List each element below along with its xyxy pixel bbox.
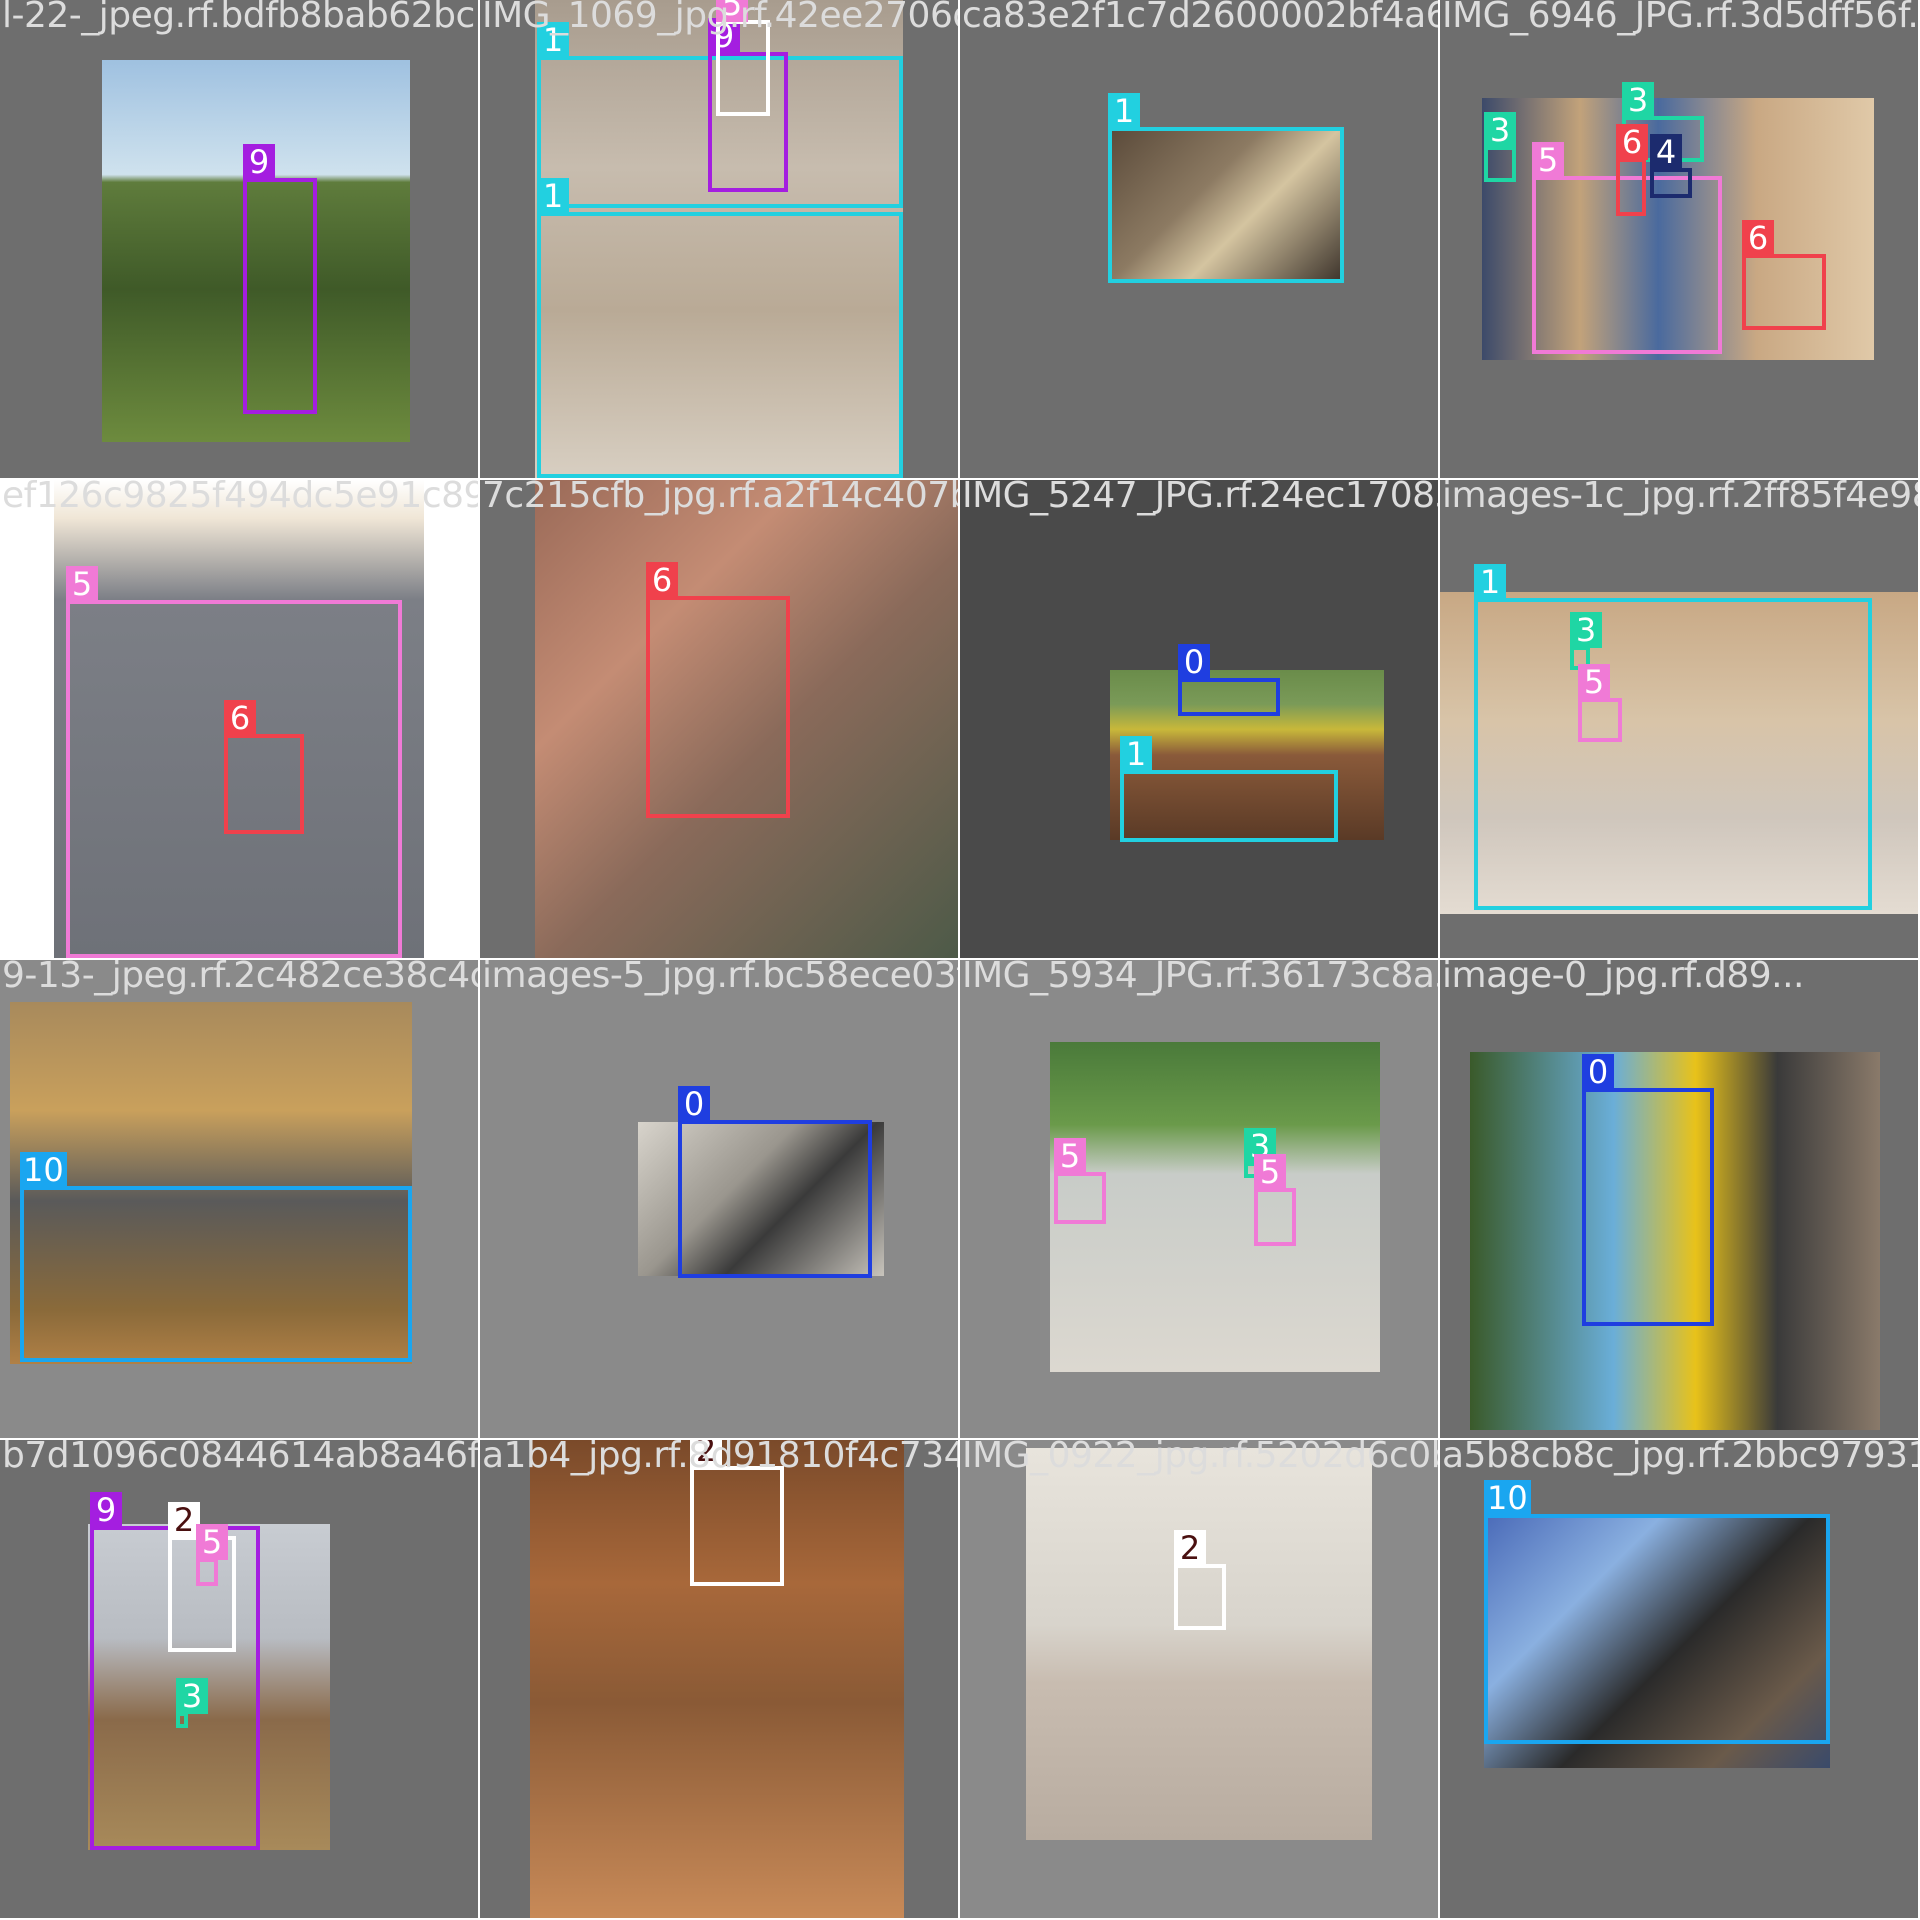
detection-box: 5 bbox=[196, 1558, 218, 1586]
filename: IMG_5247_JPG.rf.24ec17083e6a9461... bbox=[962, 480, 1438, 518]
filename: images-1c_jpg.rf.2ff85f4e98... bbox=[1442, 480, 1918, 518]
detection-box: 6 bbox=[646, 596, 790, 818]
detection-box: 0 bbox=[1582, 1088, 1714, 1326]
box-label: 5 bbox=[1054, 1138, 1086, 1174]
tile-12: image-0_jpg.rf.d89... 0 bbox=[1440, 960, 1918, 1438]
tile-13: b7d1096c0844614ab8a46f5a9742ad4f_jpg... … bbox=[0, 1440, 478, 1918]
tile-4: IMG_6946_JPG.rf.3d5dff56f... 3 3 5 6 4 6 bbox=[1440, 0, 1918, 478]
box-label: 3 bbox=[1484, 112, 1516, 148]
detection-box: 1 bbox=[1108, 127, 1344, 283]
detection-box: 1 bbox=[537, 212, 903, 478]
detection-box: 10 bbox=[1484, 1514, 1830, 1744]
tile-3: ca83e2f1c7d2600002bf4a68d3769460_jpg... … bbox=[960, 0, 1438, 478]
detection-box: 1 bbox=[1120, 770, 1338, 842]
detection-box: 0 bbox=[1178, 678, 1280, 716]
detection-box: 2 bbox=[1174, 1564, 1226, 1630]
tile-8: images-1c_jpg.rf.2ff85f4e98... 1 3 5 bbox=[1440, 480, 1918, 958]
tile-10: images-5_jpg.rf.bc58ece03f2359... 0 bbox=[480, 960, 958, 1438]
box-label: 5 bbox=[66, 566, 98, 602]
filename: a5b8cb8c_jpg.rf.2bbc979311310f7... bbox=[1442, 1440, 1918, 1478]
tile-15: IMG_0922_jpg.rf.5202d6c0b88d482... 2 bbox=[960, 1440, 1438, 1918]
box-label: 3 bbox=[176, 1678, 208, 1714]
box-label: 6 bbox=[646, 562, 678, 598]
filename: ef126c9825f494dc5e91c897e2b5645.rf.a1... bbox=[2, 480, 478, 518]
box-label: 0 bbox=[678, 1086, 710, 1122]
box-label: 6 bbox=[1616, 124, 1648, 160]
box-label: 6 bbox=[224, 700, 256, 736]
box-label: 3 bbox=[1570, 612, 1602, 648]
box-label: 9 bbox=[90, 1492, 122, 1528]
detection-box: 6 bbox=[224, 734, 304, 834]
tile-14: a1b4_jpg.rf.8d91810f4c7343b3d2... 2 bbox=[480, 1440, 958, 1918]
filename: 9-13-_jpeg.rf.2c482ce38c4c8ea93879dd7dc6… bbox=[2, 960, 478, 998]
box-label: 1 bbox=[1108, 93, 1140, 129]
detection-box: 10 bbox=[20, 1186, 412, 1362]
filename: IMG_1069_jpg.rf.42ee2706da335b1f1c7d290.… bbox=[482, 0, 958, 38]
tile-11: IMG_5934_JPG.rf.36173c8a5a1e40f4a3f89d4c… bbox=[960, 960, 1438, 1438]
filename: l-22-_jpeg.rf.bdfb8bab62bcb3f9c1be09f... bbox=[2, 0, 478, 38]
box-label: 10 bbox=[1484, 1480, 1531, 1516]
filename: IMG_5934_JPG.rf.36173c8a5a1e40f4a3f89d4c… bbox=[962, 960, 1438, 998]
box-label: 4 bbox=[1650, 134, 1682, 170]
box-label: 5 bbox=[1254, 1154, 1286, 1190]
filename: 7c215cfb_jpg.rf.a2f14c407bae62d5f65247..… bbox=[482, 480, 958, 518]
tile-6: 7c215cfb_jpg.rf.a2f14c407bae62d5f65247..… bbox=[480, 480, 958, 958]
detection-box: 5 bbox=[1054, 1172, 1106, 1224]
filename: ca83e2f1c7d2600002bf4a68d3769460_jpg... bbox=[962, 0, 1438, 38]
detection-box: 2 bbox=[690, 1466, 784, 1586]
detection-box: 0 bbox=[678, 1120, 872, 1278]
detection-box: 6 bbox=[1616, 158, 1646, 216]
detection-box: 9 bbox=[243, 178, 317, 414]
detection-box: 6 bbox=[1742, 254, 1826, 330]
box-label: 1 bbox=[1474, 564, 1506, 600]
detection-box: 5 bbox=[1254, 1188, 1296, 1246]
tile-2: IMG_1069_jpg.rf.42ee2706da335b1f1c7d290.… bbox=[480, 0, 958, 478]
box-label: 1 bbox=[537, 178, 569, 214]
detection-box: 1 bbox=[1474, 598, 1872, 910]
box-label: 1 bbox=[1120, 736, 1152, 772]
box-label: 6 bbox=[1742, 220, 1774, 256]
box-label: 0 bbox=[1178, 644, 1210, 680]
filename: IMG_0922_jpg.rf.5202d6c0b88d482... bbox=[962, 1440, 1438, 1478]
detection-box: 4 bbox=[1650, 168, 1692, 198]
detection-box: 3 bbox=[176, 1712, 188, 1728]
filename: IMG_6946_JPG.rf.3d5dff56f... bbox=[1442, 0, 1918, 38]
box-label: 2 bbox=[1174, 1530, 1206, 1566]
detection-box: 3 bbox=[1484, 146, 1516, 182]
tile-5: ef126c9825f494dc5e91c897e2b5645.rf.a1...… bbox=[0, 480, 478, 958]
tile-9: 9-13-_jpeg.rf.2c482ce38c4c8ea93879dd7dc6… bbox=[0, 960, 478, 1438]
tile-7: IMG_5247_JPG.rf.24ec17083e6a9461... 0 1 bbox=[960, 480, 1438, 958]
filename: image-0_jpg.rf.d89... bbox=[1442, 960, 1804, 998]
box-label: 5 bbox=[1578, 664, 1610, 700]
box-label: 0 bbox=[1582, 1054, 1614, 1090]
filename: a1b4_jpg.rf.8d91810f4c7343b3d2... bbox=[482, 1440, 958, 1478]
tile-1: l-22-_jpeg.rf.bdfb8bab62bcb3f9c1be09f...… bbox=[0, 0, 478, 478]
detection-box: 5 bbox=[1578, 698, 1622, 742]
box-label: 9 bbox=[243, 144, 275, 180]
box-label: 5 bbox=[196, 1524, 228, 1560]
filename: b7d1096c0844614ab8a46f5a9742ad4f_jpg... bbox=[2, 1440, 478, 1478]
filename: images-5_jpg.rf.bc58ece03f2359... bbox=[482, 960, 958, 998]
box-label: 5 bbox=[1532, 142, 1564, 178]
photo-rebar-grid bbox=[1026, 1448, 1372, 1840]
box-label: 3 bbox=[1622, 82, 1654, 118]
box-label: 10 bbox=[20, 1152, 67, 1188]
tile-16: a5b8cb8c_jpg.rf.2bbc979311310f7... 10 bbox=[1440, 1440, 1918, 1918]
